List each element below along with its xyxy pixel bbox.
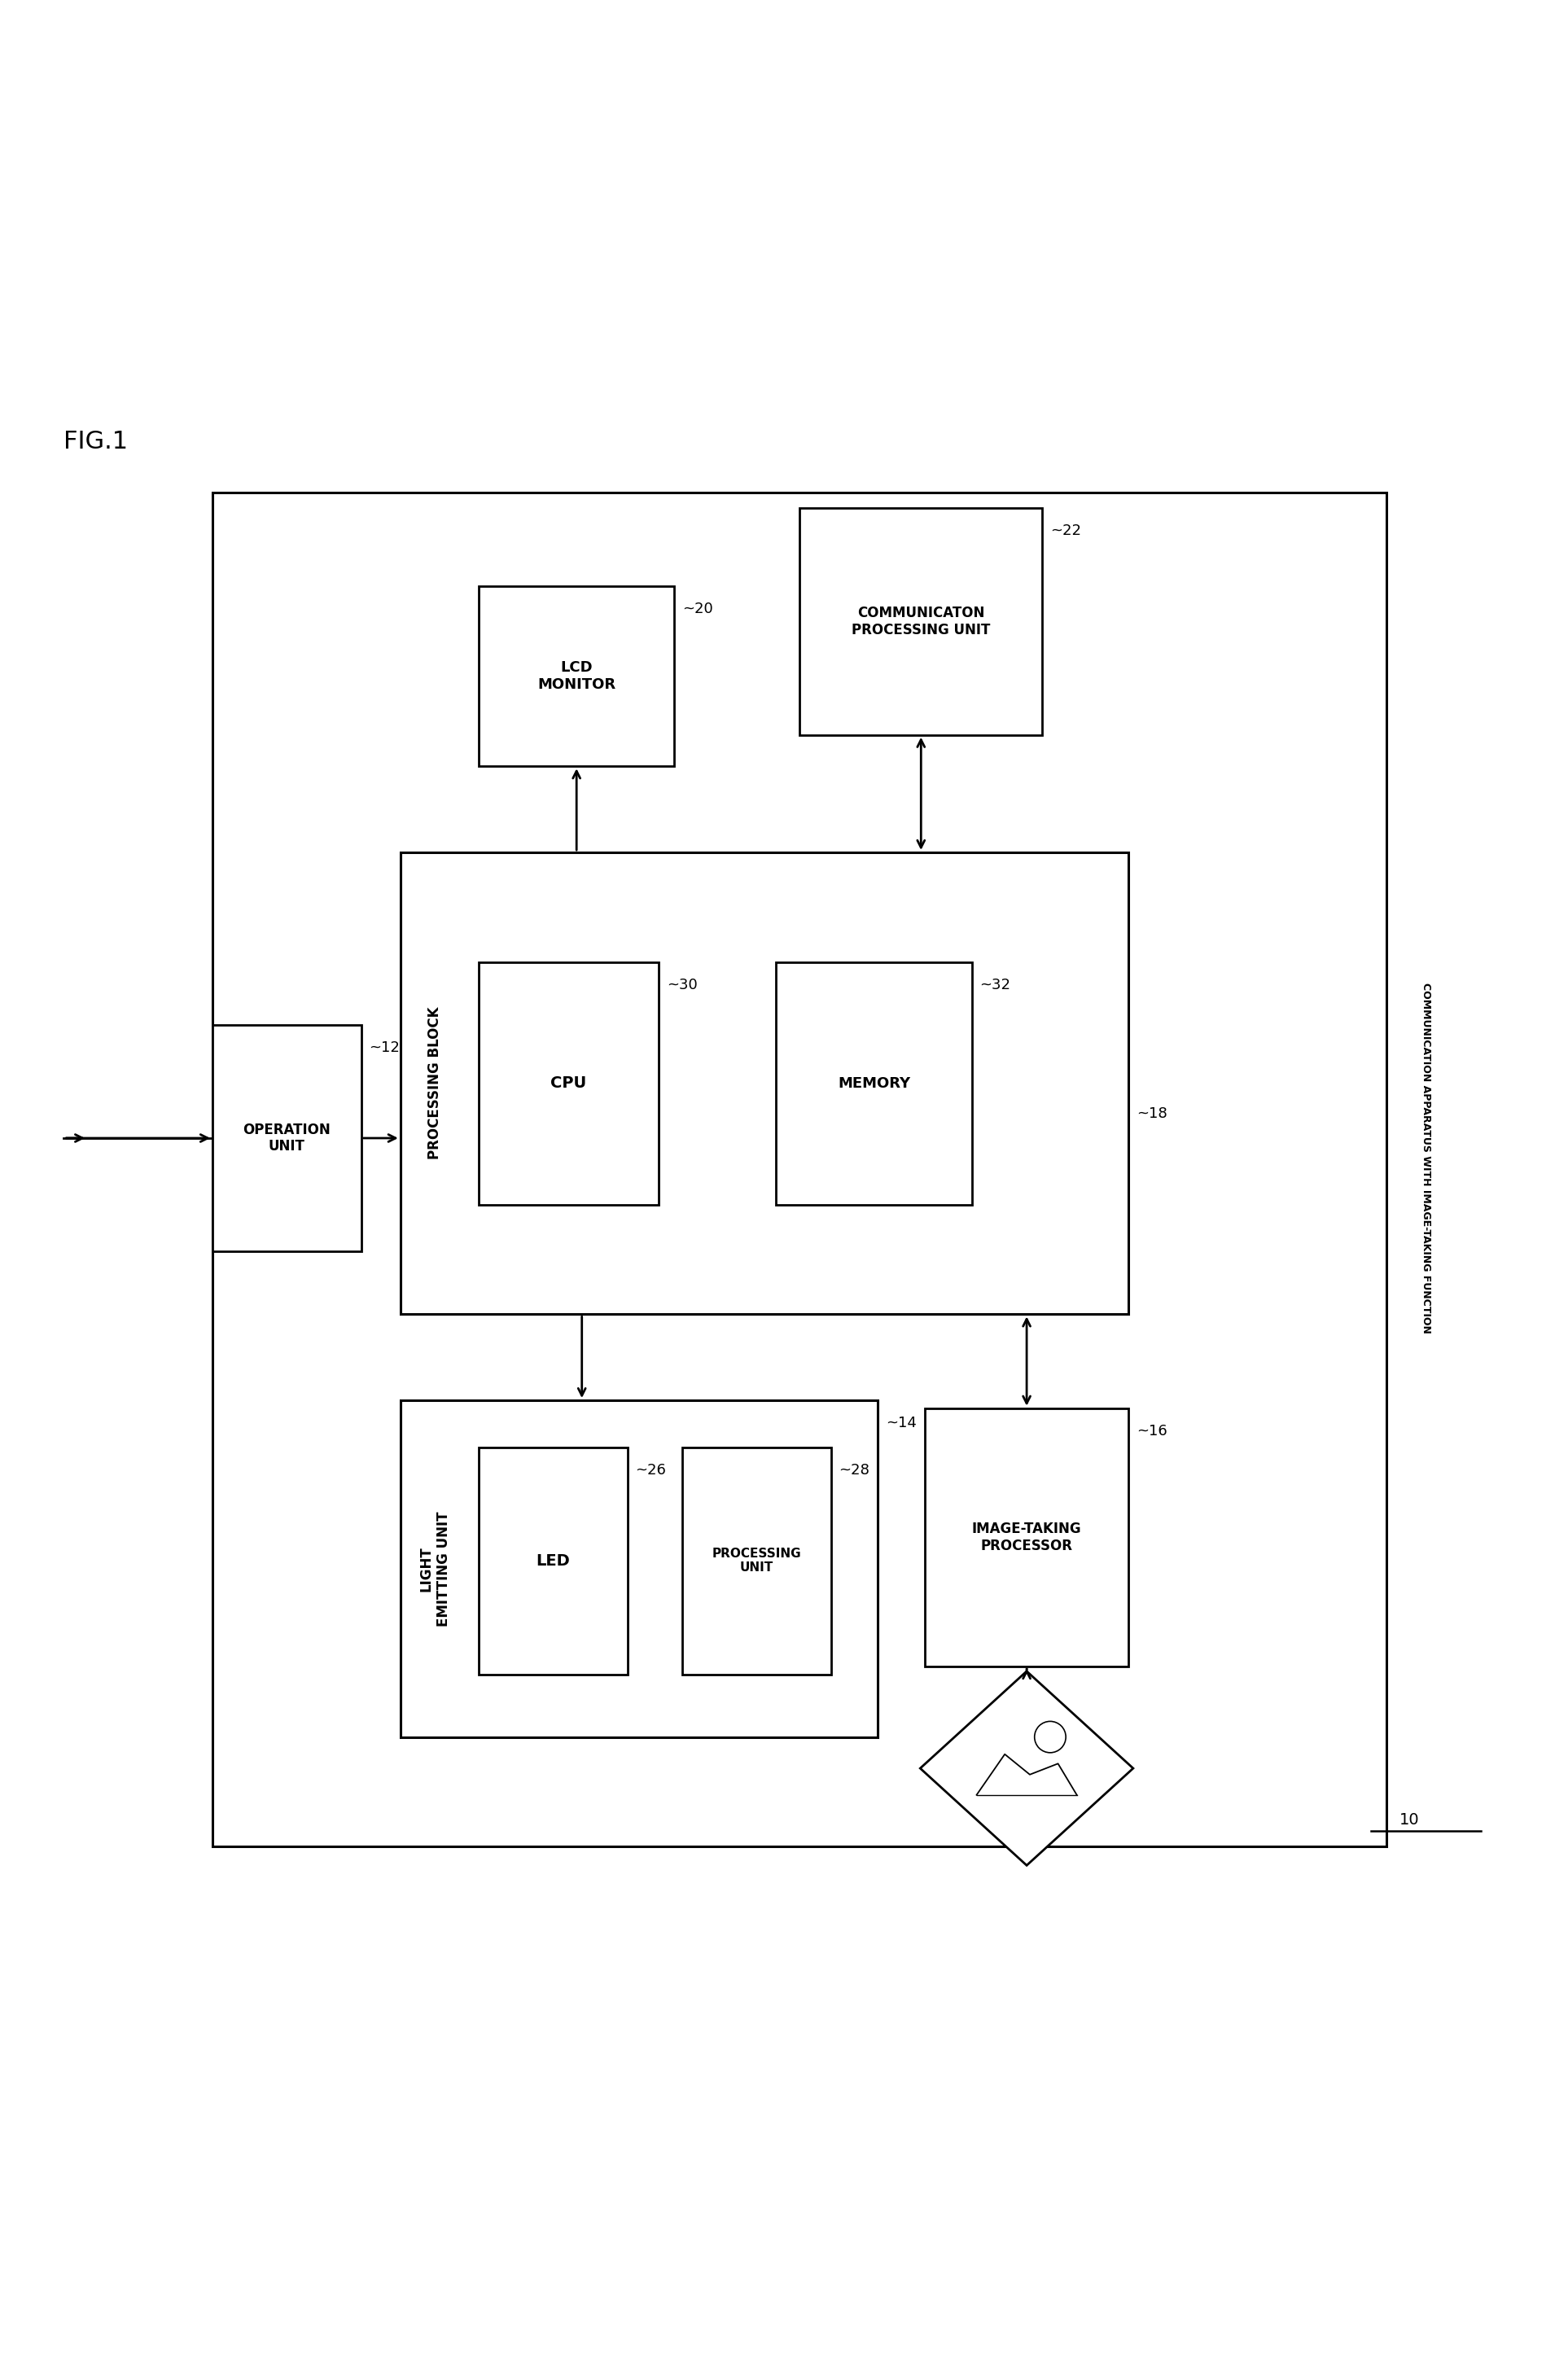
Text: IMAGE-TAKING
PROCESSOR: IMAGE-TAKING PROCESSOR bbox=[972, 1522, 1082, 1553]
Text: ~26: ~26 bbox=[635, 1462, 666, 1477]
Text: ~16: ~16 bbox=[1137, 1424, 1167, 1439]
Bar bbox=[478, 1448, 627, 1674]
Text: FIG.1: FIG.1 bbox=[64, 430, 129, 454]
Text: LED: LED bbox=[536, 1553, 571, 1569]
Bar bbox=[478, 587, 674, 766]
Bar bbox=[776, 963, 972, 1206]
Bar bbox=[400, 851, 1129, 1315]
Text: ~30: ~30 bbox=[666, 977, 698, 992]
Text: LCD
MONITOR: LCD MONITOR bbox=[538, 661, 616, 692]
Bar bbox=[213, 492, 1386, 1848]
Text: LIGHT
EMITTING UNIT: LIGHT EMITTING UNIT bbox=[419, 1510, 450, 1627]
Text: ~22: ~22 bbox=[1051, 523, 1080, 537]
Text: ~32: ~32 bbox=[980, 977, 1011, 992]
Bar bbox=[400, 1401, 878, 1736]
Text: ~12: ~12 bbox=[368, 1039, 400, 1056]
Text: MEMORY: MEMORY bbox=[837, 1075, 911, 1092]
Text: 10: 10 bbox=[1399, 1812, 1419, 1829]
Bar bbox=[213, 1025, 361, 1251]
Text: OPERATION
UNIT: OPERATION UNIT bbox=[243, 1122, 331, 1153]
Polygon shape bbox=[920, 1672, 1134, 1864]
Text: ~28: ~28 bbox=[839, 1462, 870, 1477]
Text: ~14: ~14 bbox=[886, 1415, 917, 1432]
Bar bbox=[800, 509, 1043, 735]
Circle shape bbox=[1035, 1722, 1066, 1753]
Bar bbox=[478, 963, 659, 1206]
Text: COMMUNICATION APPARATUS WITH IMAGE-TAKING FUNCTION: COMMUNICATION APPARATUS WITH IMAGE-TAKIN… bbox=[1421, 982, 1432, 1334]
Bar bbox=[682, 1448, 831, 1674]
Text: PROCESSING BLOCK: PROCESSING BLOCK bbox=[428, 1006, 442, 1160]
Text: ~18: ~18 bbox=[1137, 1106, 1167, 1120]
Text: ~20: ~20 bbox=[682, 602, 713, 616]
Text: PROCESSING
UNIT: PROCESSING UNIT bbox=[712, 1548, 801, 1574]
Text: CPU: CPU bbox=[550, 1075, 586, 1092]
Bar bbox=[925, 1408, 1129, 1667]
Text: COMMUNICATON
PROCESSING UNIT: COMMUNICATON PROCESSING UNIT bbox=[851, 606, 991, 637]
